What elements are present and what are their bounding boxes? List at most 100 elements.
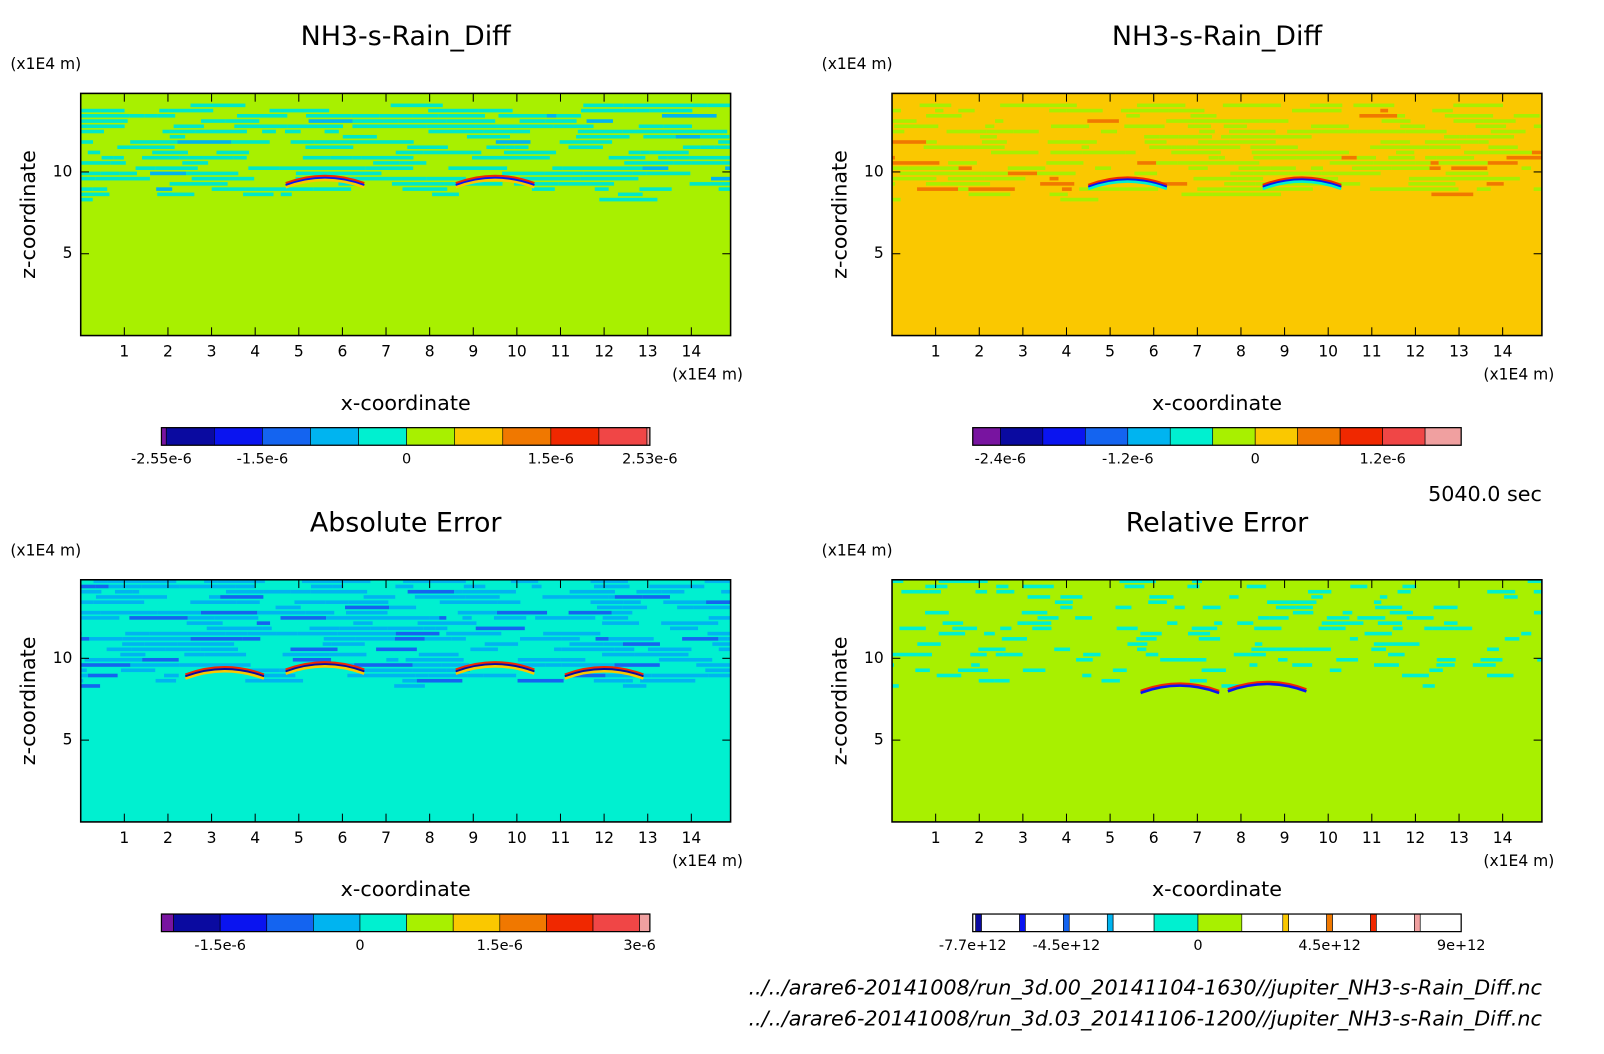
texture-streak [295, 171, 303, 176]
texture-streak [451, 637, 466, 641]
x-tick-label: 10 [1318, 829, 1338, 847]
texture-streak [1223, 124, 1247, 129]
texture-streak [1119, 187, 1159, 191]
texture-streak [649, 584, 705, 589]
texture-streak [327, 171, 348, 176]
texture-streak [1032, 626, 1052, 631]
texture-streak [586, 182, 615, 186]
texture-streak [1288, 171, 1322, 176]
x-tick-label: 12 [594, 829, 614, 847]
texture-streak [926, 140, 937, 144]
colorbar-segment [1419, 913, 1462, 932]
texture-streak [231, 140, 270, 144]
texture-streak [1221, 134, 1231, 139]
texture-streak [95, 595, 143, 599]
texture-streak [706, 600, 731, 604]
texture-streak [935, 584, 948, 589]
texture-streak [454, 589, 463, 594]
texture-streak [247, 668, 280, 673]
texture-streak [1250, 145, 1298, 150]
texture-streak [93, 600, 145, 604]
texture-streak [1193, 176, 1238, 181]
x-tick-label: 1 [119, 343, 129, 361]
texture-streak [1270, 166, 1296, 170]
texture-streak [599, 197, 658, 202]
texture-streak [718, 647, 731, 652]
texture-streak [402, 678, 417, 683]
texture-streak [1076, 657, 1093, 662]
texture-streak [1246, 584, 1267, 589]
texture-streak [1308, 589, 1332, 594]
texture-streak [1278, 657, 1288, 662]
texture-streak [157, 192, 195, 197]
texture-streak [1488, 145, 1518, 150]
texture-streak [1487, 161, 1518, 165]
x-tick-label: 7 [1192, 343, 1202, 361]
texture-streak [638, 673, 652, 678]
x-unit: (x1E4 m) [1483, 365, 1554, 383]
x-tick-label: 14 [681, 829, 701, 847]
colorbar-segment [1169, 427, 1214, 446]
texture-streak [1171, 150, 1209, 155]
texture-streak [966, 182, 991, 186]
x-tick-label: 12 [1406, 829, 1426, 847]
x-tick-label: 14 [681, 343, 701, 361]
texture-streak [938, 631, 966, 636]
texture-streak [313, 187, 352, 191]
texture-streak [426, 176, 466, 181]
texture-streak [418, 652, 459, 657]
texture-streak [981, 668, 989, 673]
texture-streak [1095, 166, 1112, 170]
texture-streak [658, 155, 668, 160]
texture-streak [302, 171, 328, 176]
texture-streak [394, 637, 418, 641]
x-tick-label: 6 [337, 343, 347, 361]
texture-streak [494, 155, 550, 160]
texture-streak [602, 621, 640, 625]
texture-streak [614, 663, 660, 667]
texture-streak [689, 182, 722, 186]
texture-streak [114, 589, 133, 594]
texture-streak [1405, 129, 1447, 134]
texture-streak [280, 192, 292, 197]
texture-streak [590, 579, 628, 584]
colorbar-tick-label: 2.53e-6 [622, 452, 678, 468]
x-axis-label: x-coordinate [341, 877, 471, 901]
texture-streak [552, 166, 563, 170]
texture-streak [949, 171, 982, 176]
texture-streak [220, 595, 264, 599]
texture-streak [466, 134, 510, 139]
colorbar-segment [1370, 913, 1377, 932]
colorbar-tick-label: -1.2e-6 [1102, 452, 1154, 468]
texture-streak [1000, 626, 1012, 631]
colorbar-segment [313, 913, 361, 932]
colorbar-tick-label: 0 [1251, 452, 1260, 468]
texture-streak [1230, 187, 1267, 191]
texture-streak [473, 150, 482, 155]
texture-streak [1137, 579, 1156, 584]
texture-streak [531, 584, 542, 589]
texture-streak [571, 176, 581, 181]
texture-streak [1149, 595, 1174, 599]
texture-streak [1022, 584, 1043, 589]
texture-streak [1251, 647, 1277, 652]
texture-streak [682, 145, 701, 150]
texture-streak [1186, 145, 1211, 150]
texture-streak [712, 642, 731, 646]
texture-streak [556, 114, 582, 118]
texture-streak [360, 668, 413, 673]
texture-streak [1250, 652, 1266, 657]
texture-streak [901, 589, 929, 594]
texture-streak [660, 103, 708, 108]
texture-streak [465, 595, 500, 599]
texture-streak [561, 647, 615, 652]
colorbar-segment [406, 913, 454, 932]
x-tick-label: 4 [1062, 829, 1072, 847]
texture-streak [439, 616, 447, 620]
texture-streak [322, 642, 332, 646]
texture-streak [1292, 610, 1314, 615]
texture-streak [168, 108, 214, 113]
texture-accent [285, 663, 365, 673]
texture-streak [256, 621, 271, 625]
texture-streak [1349, 637, 1358, 641]
